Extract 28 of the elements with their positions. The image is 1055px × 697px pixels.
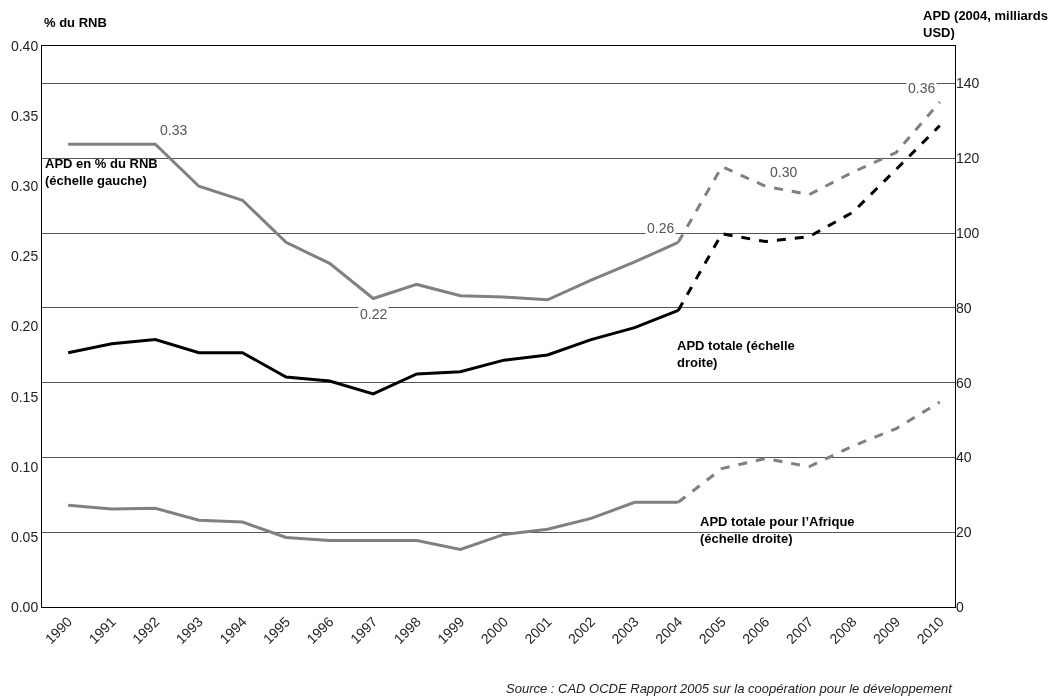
y2-tick-label: 60 <box>956 374 972 391</box>
series-label: APD en % du RNB (échelle gauche) <box>45 156 158 188</box>
y-tick-label: 0.15 <box>10 388 39 405</box>
y2-tick-label: 40 <box>956 449 972 466</box>
y-axis-title: % du RNB <box>44 15 107 30</box>
data-label: 0.30 <box>770 164 798 180</box>
data-label: 0.26 <box>647 220 675 236</box>
y2-tick-label: 20 <box>956 524 972 541</box>
y2-tick-label: 140 <box>956 75 980 92</box>
data-label: 0.22 <box>360 306 388 322</box>
data-label: 0.36 <box>908 80 936 96</box>
y-tick-label: 0.40 <box>10 37 39 54</box>
data-label: 0.33 <box>160 122 188 138</box>
series-label: APD totale (échelle droite) <box>677 338 795 370</box>
y-tick-label: 0.10 <box>10 458 39 475</box>
y-tick-label: 0.35 <box>10 108 39 125</box>
y2-tick-label: 100 <box>956 224 980 241</box>
source-note: Source : CAD OCDE Rapport 2005 sur la coopération pour le développement <box>506 681 954 696</box>
y2-tick-label: 0 <box>956 598 964 615</box>
y-tick-label: 0.00 <box>10 598 39 615</box>
y-tick-label: 0.05 <box>10 528 39 545</box>
y-tick-label: 0.30 <box>10 178 39 195</box>
series-label: APD totale pour l’Afrique (échelle droite) <box>700 514 855 546</box>
y2-axis-title: APD (2004, milliards USD) <box>923 8 1048 40</box>
y-tick-label: 0.25 <box>10 248 39 265</box>
y-tick-label: 0.20 <box>10 318 39 335</box>
y2-tick-label: 80 <box>956 299 972 316</box>
y2-tick-label: 120 <box>956 150 980 167</box>
